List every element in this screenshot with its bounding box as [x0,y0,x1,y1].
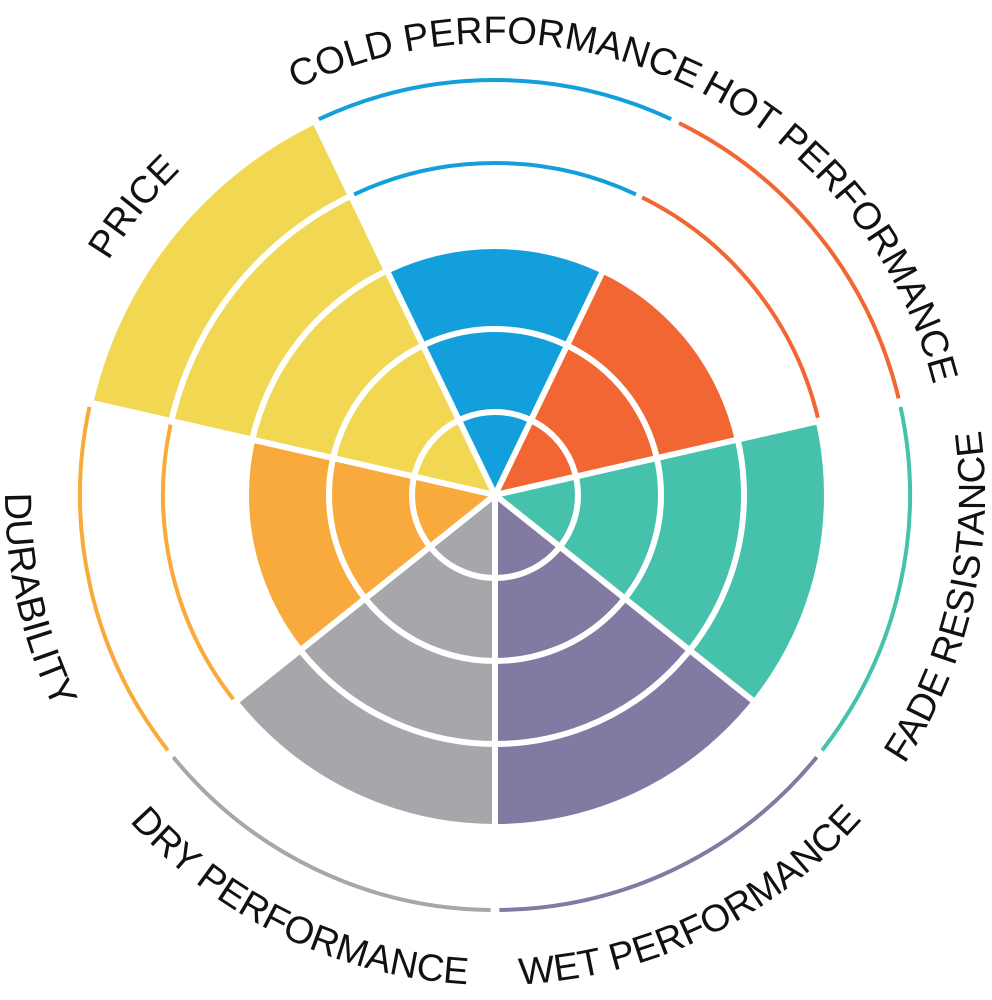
outer-arc [161,424,235,701]
sector-divider [494,398,906,498]
sector-divider [492,115,680,497]
outer-arc [678,121,901,399]
outer-arc [499,755,819,912]
outer-arc [171,755,491,912]
category-label: DURABILITY [0,492,84,713]
sector [386,246,604,495]
category-label: WET PERFORMANCE [517,797,869,994]
sector-divider [493,492,826,760]
outer-arc [318,78,672,122]
sector [495,495,755,827]
category-label-path: HOT PERFORMANCE [696,63,966,387]
category-label: COLD PERFORMANCE [282,10,707,97]
sector-divider [164,492,497,760]
category-label-path: WET PERFORMANCE [517,797,869,994]
outer-arc [820,406,912,752]
category-label-path: COLD PERFORMANCE [282,10,707,97]
sector-divider [310,115,498,497]
category-label-path: DURABILITY [0,492,84,713]
sector [246,439,495,651]
category-label: DRY PERFORMANCE [123,799,471,994]
category-label-path: DRY PERFORMANCE [123,799,471,994]
outer-arc [353,161,637,197]
sector [235,495,495,827]
outer-arc [78,406,170,752]
outer-arc [641,195,820,419]
category-label: HOT PERFORMANCE [696,63,966,387]
sector-divider [84,398,496,498]
